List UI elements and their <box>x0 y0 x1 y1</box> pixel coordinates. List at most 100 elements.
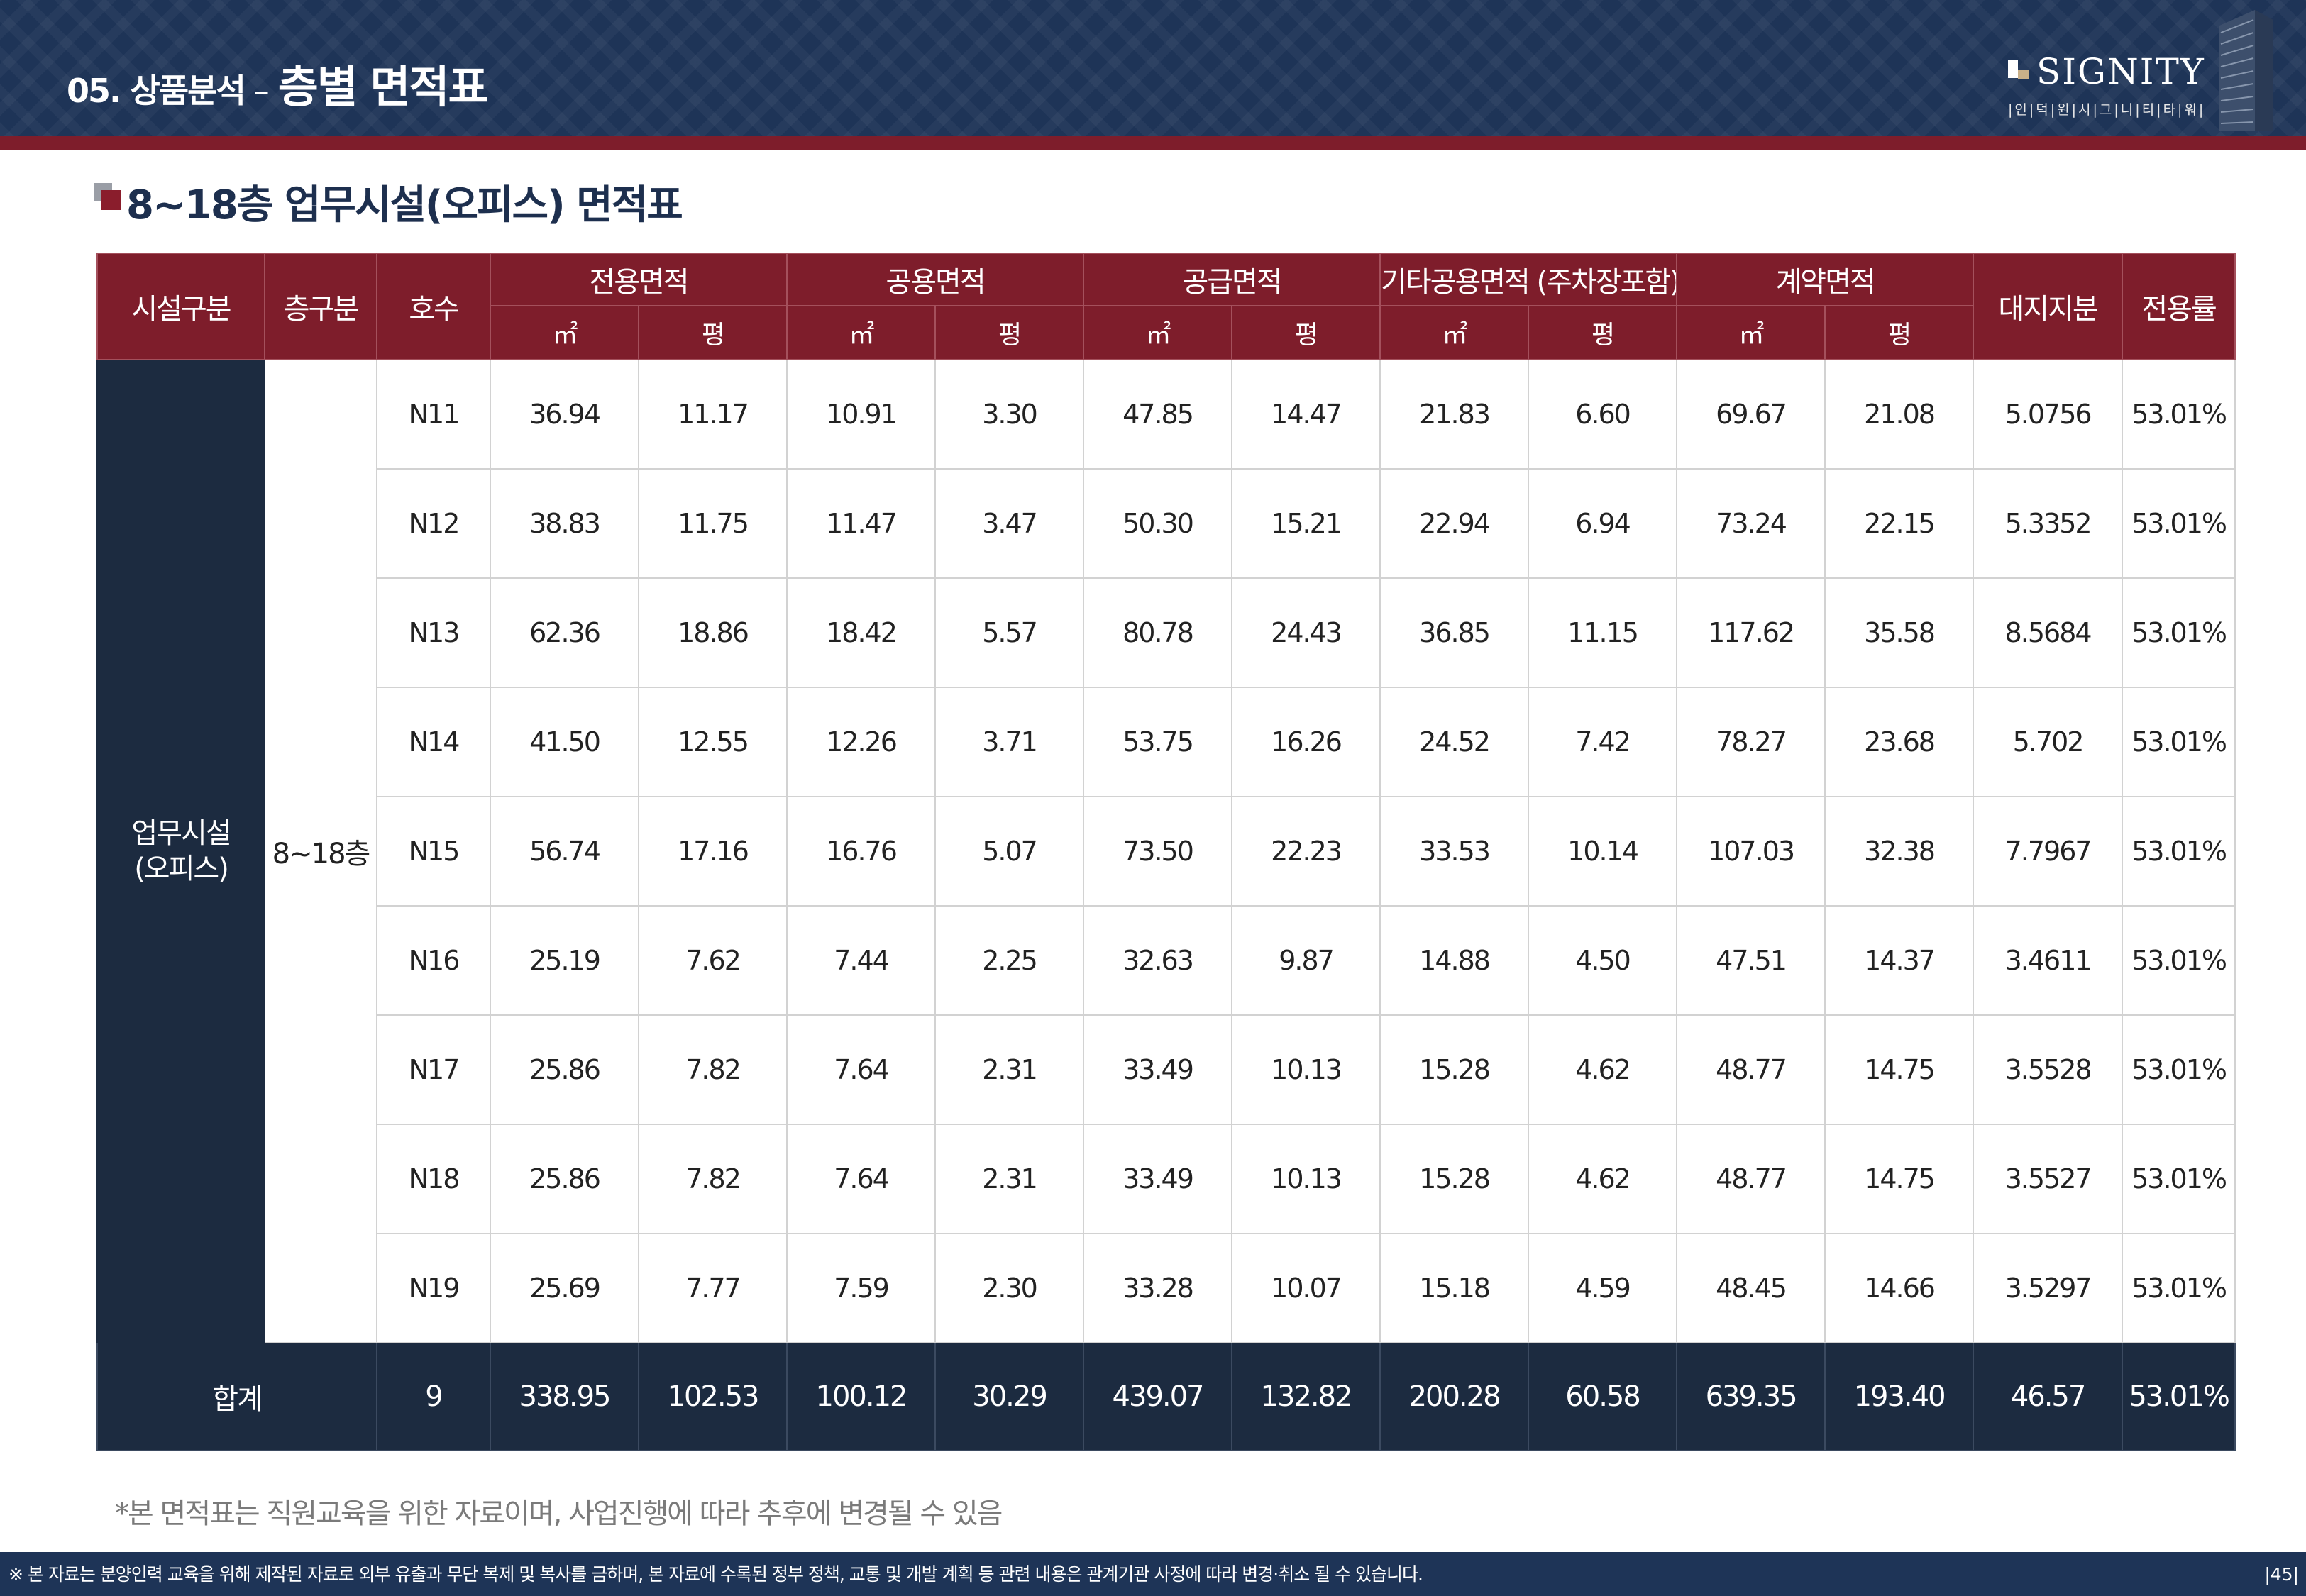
supply-sqm-cell: 73.50 <box>1083 796 1233 907</box>
contract-pyeong-cell: 14.75 <box>1824 1014 1975 1125</box>
common-pyeong-cell: 5.57 <box>934 577 1085 688</box>
supply-sqm-cell: 53.75 <box>1083 687 1233 797</box>
subheader-sqm: ㎡ <box>1676 305 1826 360</box>
ratio-cell: 53.01% <box>2122 577 2236 688</box>
exclusive-sqm-cell: 62.36 <box>490 577 639 688</box>
ratio-cell: 53.01% <box>2122 468 2236 579</box>
land-share-cell: 3.4611 <box>1973 905 2124 1016</box>
land-share-cell: 5.0756 <box>1973 359 2124 470</box>
land-share-cell: 8.5684 <box>1973 577 2124 688</box>
total-other-sqm: 200.28 <box>1379 1342 1530 1451</box>
supply-sqm-cell: 47.85 <box>1083 359 1233 470</box>
unit-cell: N13 <box>376 577 491 688</box>
contract-sqm-cell: 78.27 <box>1676 687 1826 797</box>
page-title: 05. 상품분석 – 층별 면적표 <box>67 51 489 113</box>
total-supply-sqm: 439.07 <box>1083 1342 1233 1451</box>
subheader-pyeong: 평 <box>1231 305 1381 360</box>
ratio-cell: 53.01% <box>2122 796 2236 907</box>
total-row: 합계 9 338.95 102.53 100.12 30.29 439.07 1… <box>96 1342 2236 1451</box>
unit-cell: N15 <box>376 796 491 907</box>
common-sqm-cell: 7.59 <box>786 1233 937 1343</box>
total-contract-pyeong: 193.40 <box>1824 1342 1975 1451</box>
header-supply: 공급면적 <box>1083 253 1381 306</box>
exclusive-pyeong-cell: 12.55 <box>637 687 788 797</box>
header-facility: 시설구분 <box>96 253 265 360</box>
contract-sqm-cell: 48.45 <box>1676 1233 1826 1343</box>
other-pyeong-cell: 7.42 <box>1528 687 1678 797</box>
table-row: N13 62.36 18.86 18.42 5.57 80.78 24.43 36.85 11.… <box>97 577 2236 688</box>
exclusive-sqm-cell: 25.86 <box>490 1014 639 1125</box>
contract-sqm-cell: 47.51 <box>1676 905 1826 1016</box>
common-sqm-cell: 7.64 <box>786 1124 937 1234</box>
unit-cell: N14 <box>376 687 491 797</box>
common-sqm-cell: 12.26 <box>786 687 937 797</box>
other-sqm-cell: 36.85 <box>1379 577 1530 688</box>
exclusive-sqm-cell: 25.69 <box>490 1233 639 1343</box>
exclusive-pyeong-cell: 11.17 <box>637 359 788 470</box>
total-land-share: 46.57 <box>1973 1342 2124 1451</box>
land-share-cell: 5.3352 <box>1973 468 2124 579</box>
supply-pyeong-cell: 10.07 <box>1231 1233 1381 1343</box>
total-common-pyeong: 30.29 <box>934 1342 1085 1451</box>
exclusive-sqm-cell: 41.50 <box>490 687 639 797</box>
unit-cell: N11 <box>376 359 491 470</box>
page-number: |45| <box>2264 1564 2299 1585</box>
supply-pyeong-cell: 24.43 <box>1231 577 1381 688</box>
contract-pyeong-cell: 14.37 <box>1824 905 1975 1016</box>
header-common: 공용면적 <box>786 253 1085 306</box>
unit-cell: N16 <box>376 905 491 1016</box>
other-sqm-cell: 15.28 <box>1379 1014 1530 1125</box>
exclusive-pyeong-cell: 17.16 <box>637 796 788 907</box>
header-ratio: 전용률 <box>2122 253 2236 360</box>
supply-pyeong-cell: 9.87 <box>1231 905 1381 1016</box>
common-pyeong-cell: 3.30 <box>934 359 1085 470</box>
contract-pyeong-cell: 23.68 <box>1824 687 1975 797</box>
unit-cell: N19 <box>376 1233 491 1343</box>
other-sqm-cell: 33.53 <box>1379 796 1530 907</box>
subheader-pyeong: 평 <box>1528 305 1678 360</box>
common-pyeong-cell: 2.31 <box>934 1014 1085 1125</box>
contract-pyeong-cell: 22.15 <box>1824 468 1975 579</box>
table-row: N16 25.19 7.62 7.44 2.25 32.63 9.87 14.88 4.50 47… <box>97 905 2236 1016</box>
exclusive-sqm-cell: 36.94 <box>490 359 639 470</box>
ratio-cell: 53.01% <box>2122 687 2236 797</box>
total-label: 합계 <box>96 1342 377 1451</box>
common-sqm-cell: 10.91 <box>786 359 937 470</box>
other-pyeong-cell: 4.62 <box>1528 1124 1678 1234</box>
total-unit-count: 9 <box>376 1342 491 1451</box>
exclusive-sqm-cell: 25.86 <box>490 1124 639 1234</box>
other-sqm-cell: 24.52 <box>1379 687 1530 797</box>
header-accent-strip <box>0 136 2306 150</box>
other-sqm-cell: 22.94 <box>1379 468 1530 579</box>
common-pyeong-cell: 2.25 <box>934 905 1085 1016</box>
ratio-cell: 53.01% <box>2122 1014 2236 1125</box>
contract-pyeong-cell: 14.75 <box>1824 1124 1975 1234</box>
subheader-sqm: ㎡ <box>490 305 639 360</box>
land-share-cell: 3.5527 <box>1973 1124 2124 1234</box>
total-common-sqm: 100.12 <box>786 1342 937 1451</box>
supply-sqm-cell: 50.30 <box>1083 468 1233 579</box>
header-contract: 계약면적 <box>1676 253 1975 306</box>
ratio-cell: 53.01% <box>2122 359 2236 470</box>
footer-bar <box>0 1552 2306 1596</box>
logo-icon <box>2008 60 2034 82</box>
table-row: 업무시설 (오피스) 8~18층 N11 36.94 11.17 10.91 3.30 47.… <box>96 359 2236 1343</box>
contract-pyeong-cell: 14.66 <box>1824 1233 1975 1343</box>
exclusive-pyeong-cell: 7.82 <box>637 1124 788 1234</box>
table-row: N15 56.74 17.16 16.76 5.07 73.50 22.23 33.53 10.… <box>97 796 2236 907</box>
land-share-cell: 3.5297 <box>1973 1233 2124 1343</box>
contract-pyeong-cell: 21.08 <box>1824 359 1975 470</box>
supply-pyeong-cell: 10.13 <box>1231 1124 1381 1234</box>
common-pyeong-cell: 2.31 <box>934 1124 1085 1234</box>
area-table: 시설구분 층구분 호수 전용면적 공용면적 공급면적 기타공용면적 (주차장포함… <box>96 253 2236 1451</box>
other-pyeong-cell: 4.59 <box>1528 1233 1678 1343</box>
supply-pyeong-cell: 15.21 <box>1231 468 1381 579</box>
supply-sqm-cell: 33.28 <box>1083 1233 1233 1343</box>
square-bullet-icon <box>94 183 122 211</box>
subheader-pyeong: 평 <box>637 305 788 360</box>
supply-pyeong-cell: 14.47 <box>1231 359 1381 470</box>
supply-sqm-cell: 80.78 <box>1083 577 1233 688</box>
supply-sqm-cell: 33.49 <box>1083 1124 1233 1234</box>
supply-pyeong-cell: 10.13 <box>1231 1014 1381 1125</box>
exclusive-pyeong-cell: 11.75 <box>637 468 788 579</box>
